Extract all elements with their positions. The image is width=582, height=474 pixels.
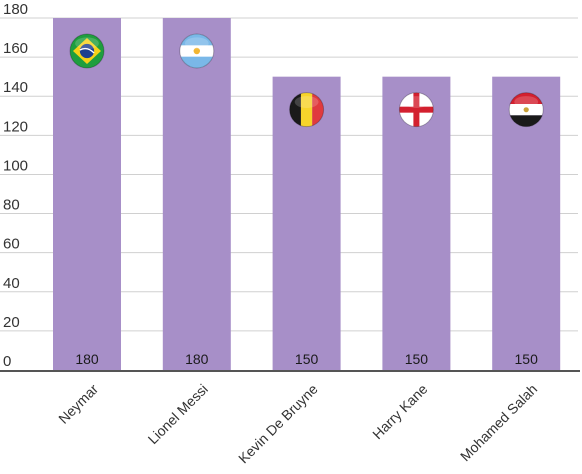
y-tick-label: 120: [3, 118, 28, 135]
data-label: 150: [515, 351, 539, 367]
y-tick-label: 180: [3, 1, 28, 18]
egypt-flag-icon: [508, 92, 544, 128]
belgium-flag-icon: [289, 92, 325, 128]
y-tick-label: 160: [3, 40, 28, 57]
data-label: 180: [75, 351, 99, 367]
bar: [53, 18, 121, 370]
y-tick-label: 80: [3, 197, 20, 214]
data-label: 180: [185, 351, 209, 367]
england-flag-icon: [398, 92, 434, 128]
category-label: Lionel Messi: [145, 381, 211, 447]
category-label: Mohamed Salah: [457, 381, 540, 464]
category-label: Neymar: [55, 381, 101, 427]
y-tick-label: 140: [3, 79, 28, 96]
bars: [53, 18, 561, 371]
y-tick-label: 40: [3, 275, 20, 292]
brazil-flag-icon: [69, 33, 105, 69]
category-label: Harry Kane: [369, 381, 431, 443]
data-label: 150: [295, 351, 319, 367]
y-tick-label: 20: [3, 314, 20, 331]
argentina-flag-icon: [179, 33, 215, 69]
category-label: Kevin De Bruyne: [235, 381, 321, 467]
y-tick-label: 100: [3, 157, 28, 174]
y-tick-label: 0: [3, 353, 11, 370]
bar: [162, 18, 231, 370]
y-tick-label: 60: [3, 236, 20, 253]
data-label: 150: [405, 351, 429, 367]
